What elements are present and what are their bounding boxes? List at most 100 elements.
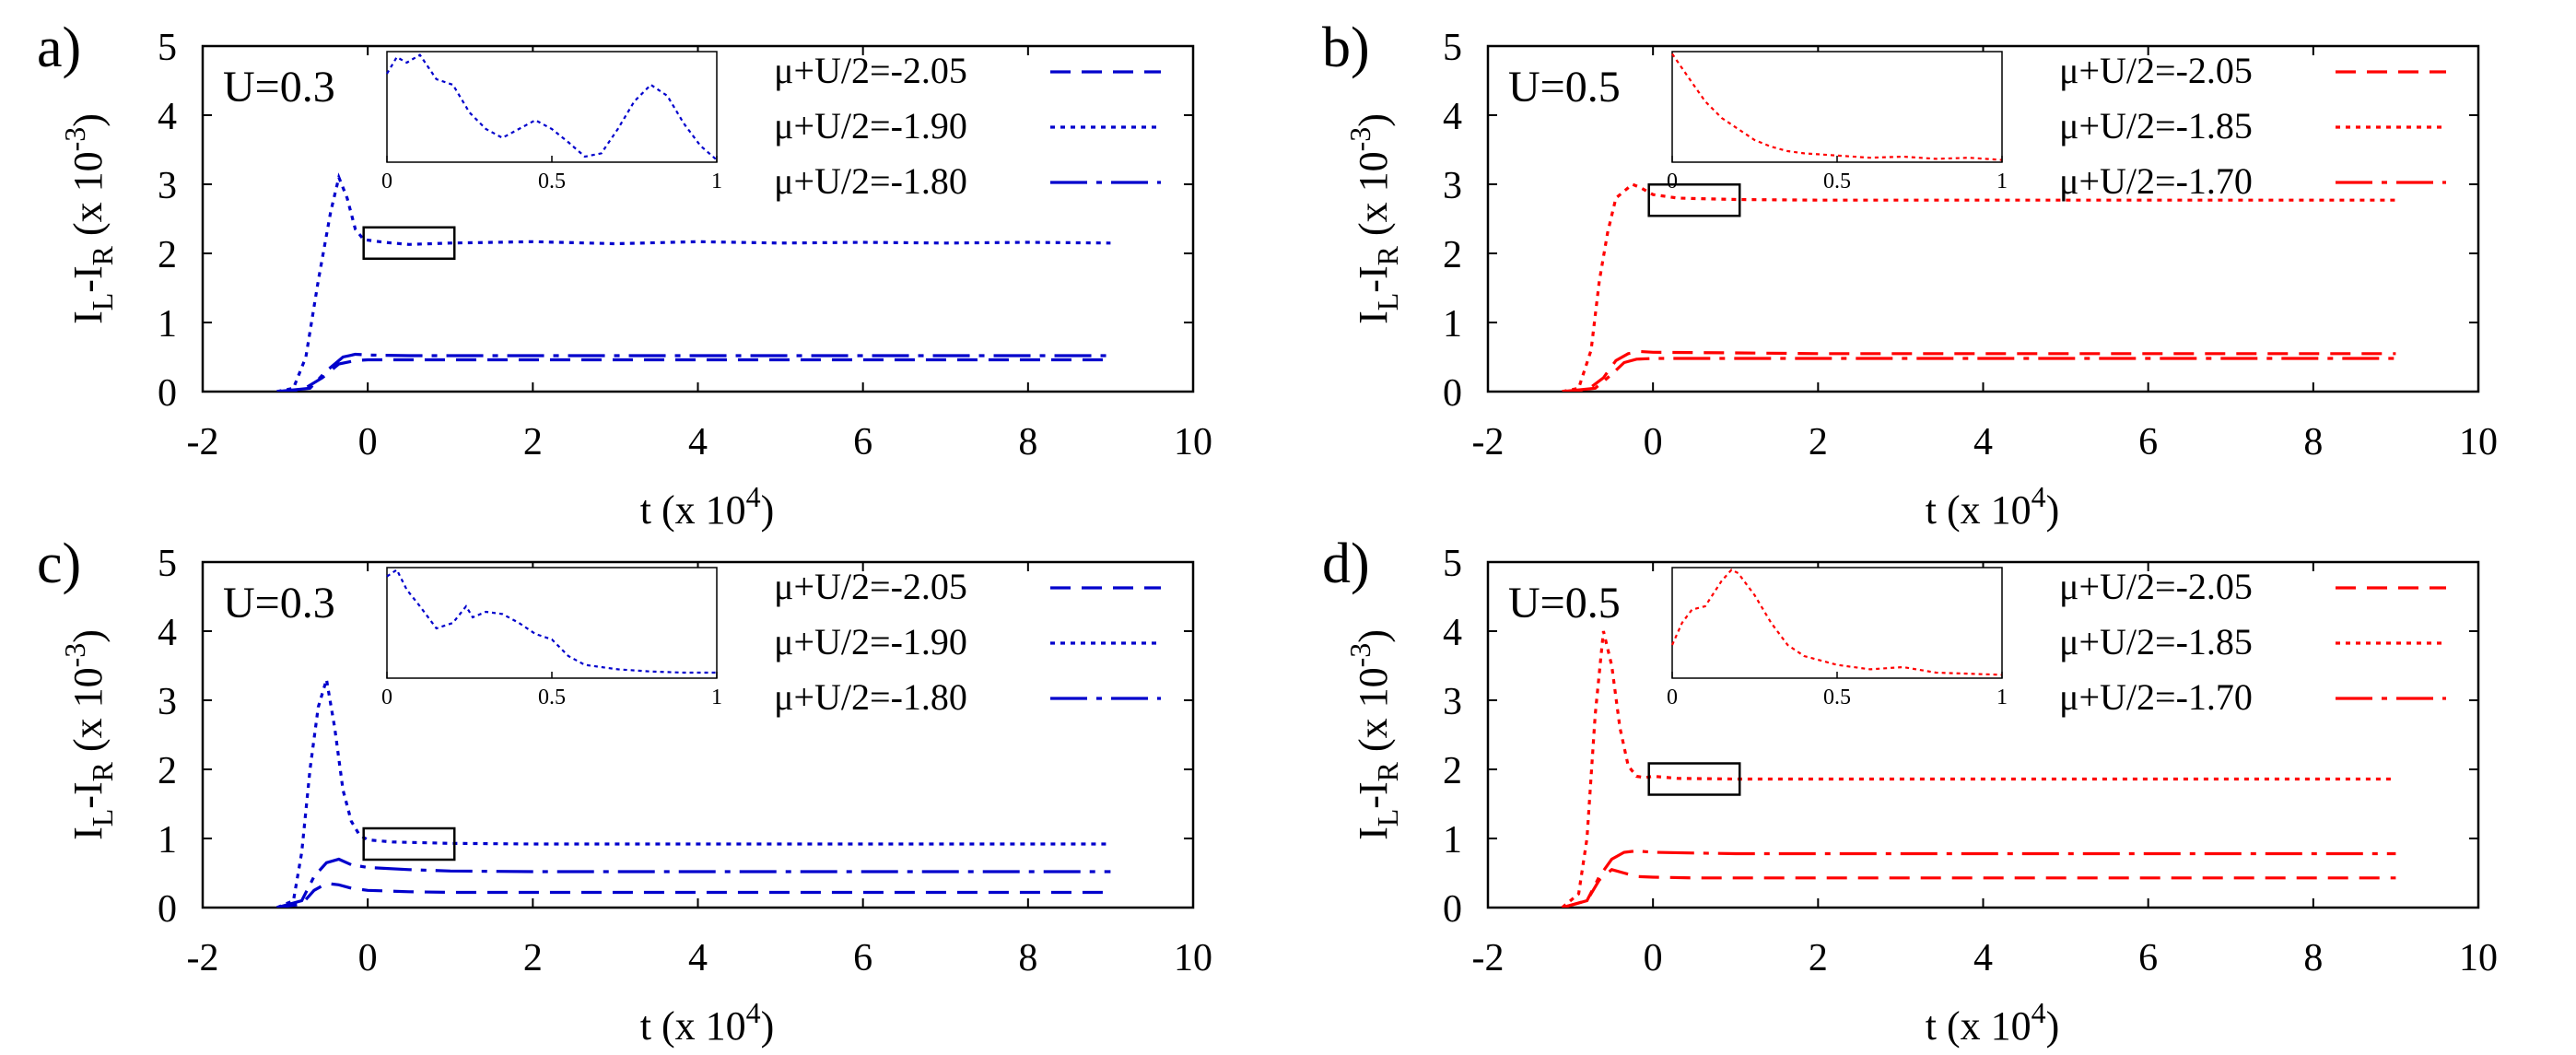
inset-x-tick-label: 0.5 bbox=[538, 686, 566, 709]
x-axis-label-part: t (x 10 bbox=[1926, 1003, 2032, 1049]
series-line bbox=[1562, 849, 2396, 908]
y-axis-label-part: L bbox=[86, 809, 119, 827]
zoom-region-box bbox=[1647, 762, 1741, 796]
x-tick-label: 8 bbox=[1018, 421, 1037, 463]
y-tick-label: 2 bbox=[1443, 234, 1462, 276]
x-tick-label: 8 bbox=[2303, 937, 2323, 979]
series-line bbox=[1562, 868, 2396, 908]
y-tick-label: 2 bbox=[1443, 750, 1462, 792]
u-annotation: U=0.3 bbox=[223, 63, 335, 111]
inset-frame bbox=[1671, 567, 2003, 679]
series-line bbox=[275, 679, 1111, 908]
legend-entry-label: μ+U/2=-1.90 bbox=[774, 105, 967, 147]
x-tick-label: 2 bbox=[523, 937, 543, 979]
inset-frame bbox=[1671, 51, 2003, 163]
x-tick-label: 6 bbox=[853, 937, 872, 979]
y-axis-label-part: -I bbox=[65, 781, 111, 808]
x-tick-label: 4 bbox=[1973, 937, 1993, 979]
y-axis-label: IL-IR (x 10-3) bbox=[58, 113, 119, 324]
y-axis-label-part: (x 10 bbox=[1351, 151, 1396, 246]
x-axis-label-part: 4 bbox=[2032, 480, 2046, 513]
y-tick-label: 3 bbox=[1443, 681, 1462, 723]
series-line bbox=[1561, 630, 2396, 908]
y-tick-label: 5 bbox=[1443, 27, 1462, 69]
x-axis-label-part: ) bbox=[761, 487, 775, 533]
y-tick-label: 4 bbox=[158, 96, 177, 138]
x-tick-label: 8 bbox=[1018, 937, 1037, 979]
y-tick-label: 0 bbox=[1443, 372, 1462, 415]
x-tick-label: 6 bbox=[2138, 937, 2158, 979]
y-axis-label-part: ) bbox=[65, 629, 111, 643]
y-axis-label-part: (x 10 bbox=[65, 667, 111, 762]
y-axis-label: IL-IR (x 10-3) bbox=[1343, 629, 1404, 840]
inset-series-line bbox=[1670, 569, 2003, 676]
y-axis-label-part: I bbox=[65, 826, 111, 840]
y-axis-label-part: R bbox=[1371, 245, 1404, 265]
y-axis-label-part: (x 10 bbox=[65, 151, 111, 246]
y-tick-label: 1 bbox=[158, 303, 177, 346]
x-tick-label: 8 bbox=[2303, 421, 2323, 463]
series-line bbox=[1562, 182, 2396, 392]
series-line bbox=[1562, 349, 2396, 392]
x-tick-label: -2 bbox=[1472, 937, 1505, 979]
y-axis-label-part: -3 bbox=[58, 643, 91, 668]
y-axis-label-part: -3 bbox=[1343, 643, 1376, 668]
inset-x-tick-label: 1 bbox=[1996, 170, 2008, 193]
inset-x-tick-label: 0 bbox=[381, 170, 392, 193]
y-tick-label: 0 bbox=[158, 888, 177, 931]
panel-label: a) bbox=[37, 17, 81, 79]
y-tick-label: 3 bbox=[158, 165, 177, 207]
series-line bbox=[276, 882, 1111, 908]
y-axis-label-part: R bbox=[86, 245, 119, 265]
y-axis-label-part: R bbox=[1371, 761, 1404, 781]
y-tick-label: 0 bbox=[158, 372, 177, 415]
y-tick-label: 2 bbox=[158, 234, 177, 276]
legend-entry-label: μ+U/2=-2.05 bbox=[774, 566, 967, 607]
x-tick-label: 10 bbox=[1174, 421, 1212, 463]
x-axis-label: t (x 104) bbox=[1926, 480, 2060, 533]
x-axis-label-part: 4 bbox=[746, 480, 761, 513]
y-tick-label: 4 bbox=[1443, 96, 1462, 138]
series-line bbox=[276, 857, 1111, 908]
u-annotation: U=0.3 bbox=[223, 579, 335, 627]
y-axis-label-part: (x 10 bbox=[1351, 667, 1396, 762]
inset-x-tick-label: 0.5 bbox=[1823, 170, 1851, 193]
x-tick-label: 4 bbox=[688, 421, 708, 463]
y-axis-label-part: L bbox=[1371, 809, 1404, 827]
x-axis-label-part: t (x 10 bbox=[640, 487, 746, 533]
series-group bbox=[1562, 182, 2396, 392]
series-group bbox=[275, 679, 1111, 908]
x-axis-label-part: ) bbox=[761, 1003, 775, 1049]
x-tick-label: -2 bbox=[1472, 421, 1505, 463]
zoom-region-box bbox=[362, 226, 456, 260]
inset-x-tick-label: 1 bbox=[711, 170, 722, 193]
panel-label: c) bbox=[37, 533, 81, 595]
y-tick-label: 4 bbox=[158, 612, 177, 654]
y-tick-label: 4 bbox=[1443, 612, 1462, 654]
y-axis-label-part: -I bbox=[1351, 265, 1396, 292]
y-tick-label: 1 bbox=[1443, 303, 1462, 346]
inset-x-tick-label: 0.5 bbox=[538, 170, 566, 193]
legend-entry-label: μ+U/2=-1.70 bbox=[2059, 160, 2253, 202]
legend-entry-label: μ+U/2=-1.70 bbox=[2059, 676, 2253, 718]
x-tick-label: 2 bbox=[523, 421, 543, 463]
x-axis-label-part: t (x 10 bbox=[1926, 487, 2032, 533]
y-axis-label-part: I bbox=[1351, 311, 1396, 324]
y-axis-label-part: L bbox=[86, 293, 119, 311]
x-axis-label-part: ) bbox=[2046, 487, 2060, 533]
inset-frame bbox=[386, 567, 718, 679]
x-axis-label-part: 4 bbox=[2032, 996, 2046, 1029]
y-tick-label: 0 bbox=[1443, 888, 1462, 931]
inset-x-tick-label: 0.5 bbox=[1823, 686, 1851, 709]
legend-entry-label: μ+U/2=-2.05 bbox=[2059, 566, 2253, 607]
y-tick-label: 1 bbox=[158, 819, 177, 862]
y-axis-label-part: ) bbox=[1351, 629, 1396, 643]
y-axis-label-part: ) bbox=[65, 113, 111, 127]
u-annotation: U=0.5 bbox=[1508, 579, 1621, 627]
legend-entry-label: μ+U/2=-1.85 bbox=[2059, 621, 2253, 662]
y-tick-label: 3 bbox=[1443, 165, 1462, 207]
inset-series-line bbox=[1671, 53, 2003, 161]
